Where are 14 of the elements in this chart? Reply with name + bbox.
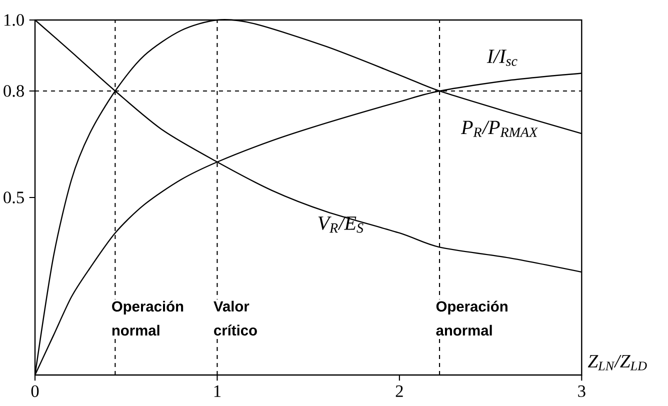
ref-line-label: Operación anormal <box>436 300 508 336</box>
x-tick-label: 0 <box>31 385 39 398</box>
series-label: V$_{R}$/E$_{S}$ <box>318 216 364 233</box>
x-axis-title: Z$_{LN}$/Z$_{LD}$ <box>588 355 647 370</box>
ref-line-label: Valor crítico <box>214 300 257 336</box>
x-tick-label: 3 <box>578 385 586 398</box>
y-tick-label: 1.0 <box>4 14 24 26</box>
series-label: I/I$_{sc}$ <box>486 50 518 66</box>
ref-line-label: Operación normal <box>112 300 184 336</box>
x-tick-label: 1 <box>214 385 221 397</box>
y-tick-label: 0.5 <box>4 192 24 204</box>
x-tick-label: 2 <box>396 385 403 397</box>
y-tick-label: 0.8 <box>4 85 24 97</box>
series-label: P$_{R}$/P$_{RMAX}$ <box>460 120 538 137</box>
